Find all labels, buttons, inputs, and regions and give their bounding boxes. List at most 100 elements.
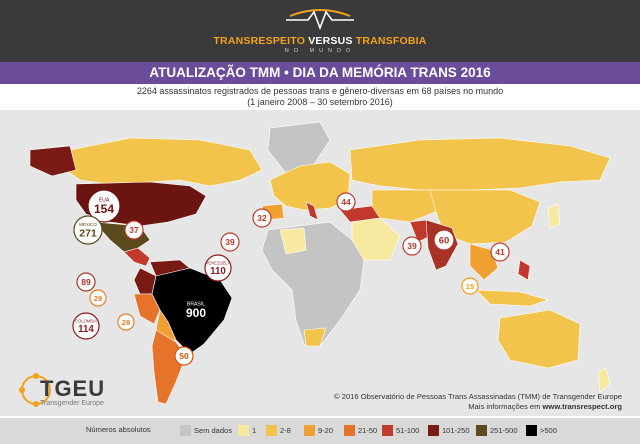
country-marker: 15 (461, 277, 479, 295)
country-marker: 44 (336, 192, 356, 212)
credit-line1: © 2016 Observatório de Pessoas Trans Ass… (334, 392, 622, 401)
country-marker: 39 (402, 236, 422, 256)
marker-country-label: COLOMBIA (75, 318, 97, 323)
region-central-asia (371, 189, 441, 223)
legend: Números absolutos Sem dados 1 2-8 9-20 21-50… (0, 418, 640, 444)
legend-swatch (180, 425, 191, 436)
region-central-america (123, 247, 151, 267)
legend-item-label: 2-8 (280, 426, 291, 435)
subtitle: 2264 assassinatos registrados de pessoas… (136, 86, 504, 96)
marker-value: 114 (78, 324, 94, 335)
brand-part2: VERSUS (308, 35, 356, 47)
marker-value: 29 (94, 294, 102, 303)
brand-part1: TRANSRESPEITO (213, 35, 309, 47)
credit: © 2016 Observatório de Pessoas Trans Ass… (334, 392, 622, 412)
marker-value: 39 (225, 237, 235, 247)
brand-title: TRANSRESPEITO VERSUS TRANSFOBIA (0, 35, 640, 47)
marker-value: 39 (407, 241, 417, 251)
marker-circle (204, 254, 232, 282)
legend-item-label: 21-50 (358, 426, 378, 435)
date-range: (1 janeiro 2008 – 30 setembro 2016) (247, 97, 393, 107)
marker-circle (124, 220, 144, 240)
tgeu-name: TGEU (40, 376, 106, 401)
world-map: EUA 154 MÉXICO 271 VENEZUELA 110 COLOMBIA 114 BR… (0, 110, 640, 416)
marker-circle (174, 346, 194, 366)
legend-item-label: 101-250 (442, 426, 470, 435)
legend-label: Números absolutos (86, 425, 151, 434)
title-bar: ATUALIZAÇÃO TMM • DIA DA MEMÓRIA TRANS 2… (0, 62, 640, 84)
region-japan (547, 203, 561, 229)
legend-swatch (266, 425, 277, 436)
legend-item: 251-500 (476, 425, 518, 436)
marker-circle (117, 313, 135, 331)
legend-item-label: Sem dados (194, 426, 232, 435)
marker-value: 50 (179, 351, 189, 361)
credit-url[interactable]: www.transrespect.org (542, 402, 622, 411)
marker-country-label: BRASIL (187, 302, 205, 308)
marker-value: 60 (439, 236, 450, 247)
marker-country-label: MÉXICO (79, 221, 97, 227)
marker-value: 900 (186, 306, 206, 320)
marker-value: 15 (466, 282, 475, 291)
legend-item: 21-50 (344, 425, 377, 436)
marker-circle (433, 229, 455, 251)
country-marker: 89 (76, 272, 96, 292)
marker-value: 44 (341, 197, 351, 207)
legend-swatch (238, 425, 249, 436)
region-argentina (151, 329, 187, 405)
marker-circle (89, 289, 107, 307)
marker-value: 110 (210, 266, 226, 277)
legend-swatch (344, 425, 355, 436)
logo-icon (286, 9, 354, 31)
region-indonesia (475, 289, 550, 307)
country-marker: 32 (252, 208, 272, 228)
legend-item-label: 1 (252, 426, 257, 435)
country-marker: 50 (174, 346, 194, 366)
marker-circle (73, 215, 103, 245)
legend-item-label: >500 (540, 426, 557, 435)
header: TRANSRESPEITO VERSUS TRANSFOBIA NO MUNDO (0, 0, 640, 62)
legend-swatch (526, 425, 537, 436)
region-philippines (517, 259, 531, 281)
marker-circle (179, 293, 213, 327)
country-marker: 28 (117, 313, 135, 331)
country-marker: 60 (433, 229, 455, 251)
marker-value: 41 (495, 247, 505, 257)
credit-line2-text: Mais informações em (468, 402, 543, 411)
region-canada (59, 137, 263, 187)
region-peru (133, 293, 161, 325)
marker-value: 154 (94, 202, 114, 216)
tgeu-logo-icon (19, 373, 51, 407)
marker-country-label: VENEZUELA (206, 260, 231, 265)
region-south-africa (303, 327, 327, 347)
legend-item: 101-250 (428, 425, 470, 436)
country-marker: 29 (89, 289, 107, 307)
marker-value: 28 (122, 318, 130, 327)
brand-part3: TRANSFOBIA (355, 35, 427, 47)
legend-item: 51-100 (382, 425, 419, 436)
region-alaska (29, 145, 77, 177)
legend-swatch (476, 425, 487, 436)
legend-item-label: 51-100 (396, 426, 420, 435)
legend-swatch (382, 425, 393, 436)
country-marker: 37 (124, 220, 144, 240)
legend-item: 9-20 (304, 425, 333, 436)
marker-value: 37 (129, 225, 139, 235)
page-title: ATUALIZAÇÃO TMM • DIA DA MEMÓRIA TRANS 2… (149, 65, 491, 80)
region-africa (261, 221, 365, 347)
country-marker: 39 (220, 232, 240, 252)
marker-value: 271 (79, 227, 97, 239)
legend-item: 2-8 (266, 425, 291, 436)
region-china (429, 189, 541, 245)
region-algeria (279, 227, 307, 255)
region-australia (497, 309, 581, 369)
marker-circle (336, 192, 356, 212)
legend-swatch (304, 425, 315, 436)
marker-circle (72, 312, 100, 340)
